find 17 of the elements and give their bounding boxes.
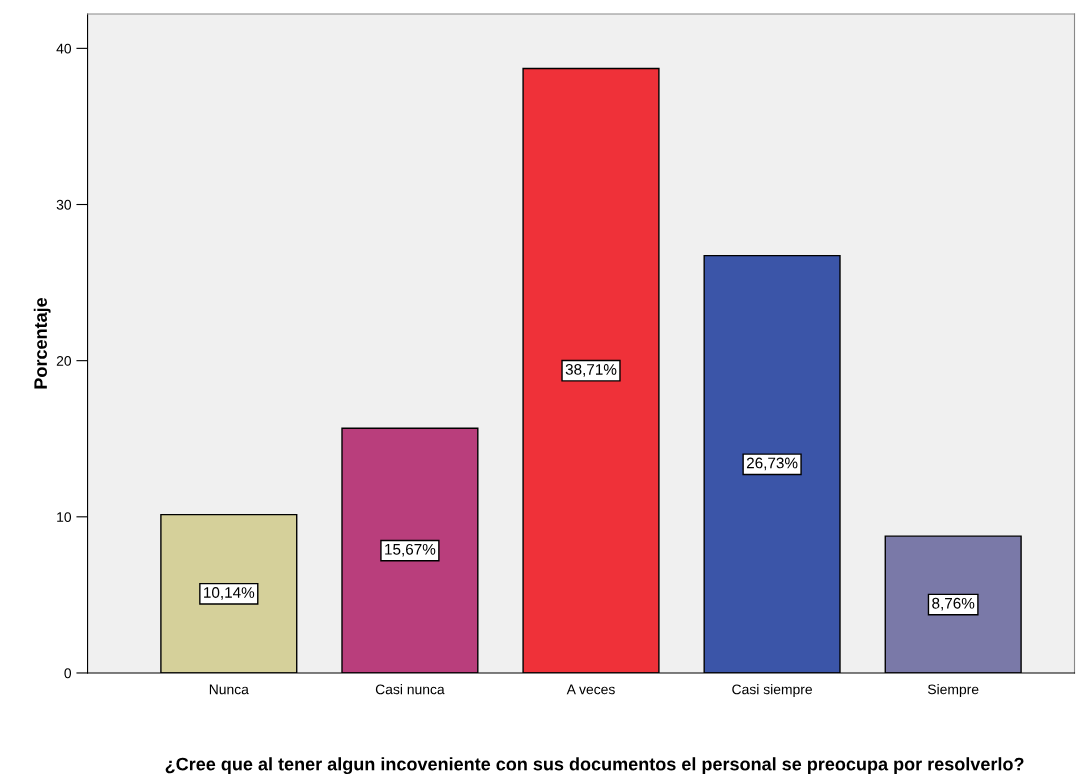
y-tick-label: 20 <box>56 356 72 366</box>
x-tick-label: Casi siempre <box>732 684 812 698</box>
x-tick-label: Casi nunca <box>375 684 445 695</box>
y-tick-label: 0 <box>64 668 72 679</box>
data-label: 8,76% <box>932 597 975 611</box>
y-tick-label: 10 <box>57 512 72 522</box>
x-tick-label: Nunca <box>209 684 249 695</box>
y-tick-label: 30 <box>56 199 72 210</box>
data-label: 26,73% <box>746 457 798 471</box>
x-axis-title: ¿Cree que al tener algun incoveniente con sus documentos el personal se preocupa por resolverlo? <box>165 757 1024 775</box>
data-label: 15,67% <box>385 543 436 557</box>
y-axis-title: Porcentaje <box>33 297 51 389</box>
x-tick-label: Siempre <box>927 684 979 698</box>
y-tick-label: 40 <box>56 43 72 54</box>
data-label: 38,71% <box>565 364 617 377</box>
x-tick-label: A veces <box>566 684 615 695</box>
data-label: 10,14% <box>204 587 255 600</box>
